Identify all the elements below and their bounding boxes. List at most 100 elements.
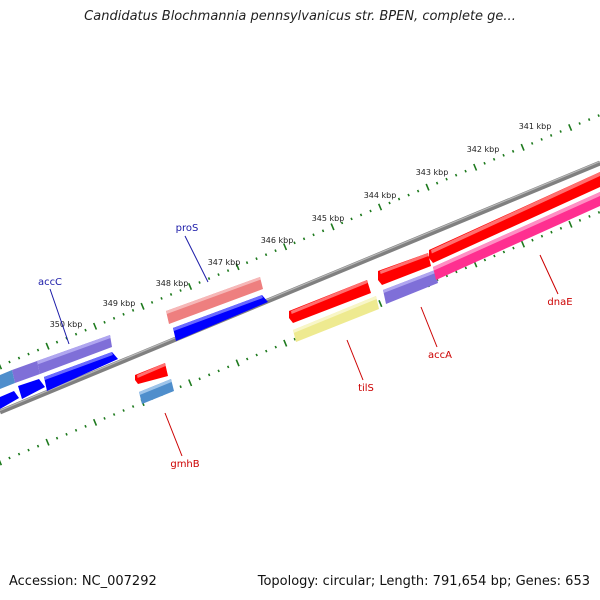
ruler-minor-tick <box>27 448 30 452</box>
genome-backbone <box>0 160 600 415</box>
gene-label-dnaE[interactable]: dnaE <box>547 297 572 308</box>
ruler-minor-tick <box>274 345 277 349</box>
ruler-minor-tick <box>531 238 534 242</box>
feature-proS[interactable] <box>166 277 263 324</box>
ruler-minor-tick <box>397 197 401 201</box>
ruler-minor-tick <box>255 257 258 261</box>
ruler-minor-tick <box>245 357 249 361</box>
ruler-minor-tick <box>74 428 78 432</box>
ruler-label: 347 kbp <box>208 258 241 267</box>
ruler-minor-tick <box>502 250 506 254</box>
ruler-minor-tick <box>435 181 439 185</box>
ruler-major-tick <box>92 322 98 330</box>
ruler-minor-tick <box>312 233 315 237</box>
ruler-minor-tick <box>226 365 230 369</box>
feature-small-violet[interactable] <box>12 361 40 383</box>
ruler-minor-tick <box>160 296 163 300</box>
ruler-minor-tick <box>265 349 268 353</box>
ruler-label: 350 kbp <box>50 320 83 329</box>
gene-label-tilS[interactable]: tilS <box>358 383 374 394</box>
ruler-minor-tick <box>207 277 211 280</box>
leader-dnaE <box>539 254 559 295</box>
feature-steel-left[interactable] <box>0 370 15 389</box>
ruler-minor-tick <box>416 189 420 193</box>
ruler-minor-tick <box>483 161 486 165</box>
ruler-labels: 341 kbp 342 kbp 343 kbp 344 kbp 345 kbp 346 k… <box>50 122 552 329</box>
gene-label-gmhB[interactable]: gmhB <box>170 459 199 470</box>
ruler-major-tick <box>520 240 526 248</box>
ruler-minor-tick <box>8 456 11 460</box>
ruler-minor-tick <box>587 118 591 121</box>
ruler-major-tick <box>0 364 3 370</box>
feature-gmhB-red[interactable] <box>135 363 168 384</box>
ruler-minor-tick <box>493 254 496 258</box>
ruler-minor-tick <box>207 373 211 377</box>
ruler-minor-tick <box>530 141 534 145</box>
feature-blue-small-2[interactable] <box>0 391 19 409</box>
ruler-label: 346 kbp <box>261 236 294 245</box>
feature-accA[interactable] <box>383 270 438 304</box>
leader-accA <box>420 306 438 348</box>
ruler-minor-tick <box>388 201 391 205</box>
ruler-minor-tick <box>549 134 553 137</box>
ruler-minor-tick <box>321 229 325 233</box>
feature-tilS-red[interactable] <box>289 280 371 323</box>
feature-red-mid[interactable] <box>378 253 431 285</box>
ruler-minor-tick <box>597 114 600 118</box>
ruler-minor-tick <box>17 452 21 456</box>
ruler-minor-tick <box>264 253 268 257</box>
ruler-minor-tick <box>502 153 505 157</box>
ruler-minor-tick <box>103 320 106 324</box>
ruler-minor-tick <box>198 377 201 381</box>
feature-dnaE[interactable] <box>433 192 600 280</box>
feature-accC[interactable] <box>37 335 112 374</box>
ruler-minor-tick <box>483 258 487 262</box>
ruler-minor-tick <box>36 348 40 352</box>
ruler-minor-tick <box>293 241 296 245</box>
genome-backbone-highlight <box>0 160 600 412</box>
leader-accC <box>49 288 70 345</box>
ruler-minor-tick <box>179 289 182 292</box>
feature-blue-left[interactable] <box>44 352 118 391</box>
ruler-minor-tick <box>445 177 448 181</box>
ruler-major-tick <box>282 243 288 251</box>
gene-label-accA[interactable]: accA <box>428 350 452 361</box>
feature-gmhB[interactable] <box>139 379 174 404</box>
ruler-minor-tick <box>455 270 458 274</box>
gene-label-accC[interactable]: accC <box>38 277 62 288</box>
ruler-minor-tick <box>302 237 306 241</box>
ruler-minor-tick <box>131 308 135 312</box>
ruler-minor-tick <box>597 210 600 214</box>
ruler-minor-tick <box>27 352 30 356</box>
ruler-minor-tick <box>454 173 458 177</box>
ruler-label: 349 kbp <box>103 299 136 308</box>
feature-blue-small-1[interactable] <box>18 379 45 399</box>
feature-tilS[interactable] <box>293 296 379 342</box>
ruler-minor-tick <box>464 169 467 173</box>
ruler-major-tick <box>568 220 573 228</box>
ruler-major-tick <box>473 163 478 171</box>
ruler-minor-tick <box>103 416 106 420</box>
ruler-label: 348 kbp <box>156 279 189 288</box>
feature-blue-proS[interactable] <box>173 295 268 341</box>
ruler-minor-tick <box>550 230 553 234</box>
ruler-minor-tick <box>540 234 544 238</box>
ruler-major-tick <box>45 342 50 350</box>
ruler-label: 345 kbp <box>312 214 345 223</box>
ruler-minor-tick <box>226 269 230 273</box>
ruler-minor-tick <box>55 340 59 344</box>
ruler-minor-tick <box>122 409 125 412</box>
ruler-minor-tick <box>217 273 220 277</box>
gene-label-proS[interactable]: proS <box>176 223 199 234</box>
ruler-minor-tick <box>578 122 581 125</box>
ruler-label: 343 kbp <box>416 168 449 177</box>
feature-red-right[interactable] <box>429 172 600 263</box>
ruler-major-tick <box>330 223 335 231</box>
leader-gmhB <box>164 412 183 457</box>
ruler-major-tick <box>45 438 50 446</box>
ruler-minor-tick <box>511 149 515 153</box>
ruler-minor-tick <box>112 316 116 320</box>
genome-stats-label: Topology: circular; Length: 791,654 bp; … <box>257 574 590 589</box>
ruler-major-tick <box>377 203 383 211</box>
